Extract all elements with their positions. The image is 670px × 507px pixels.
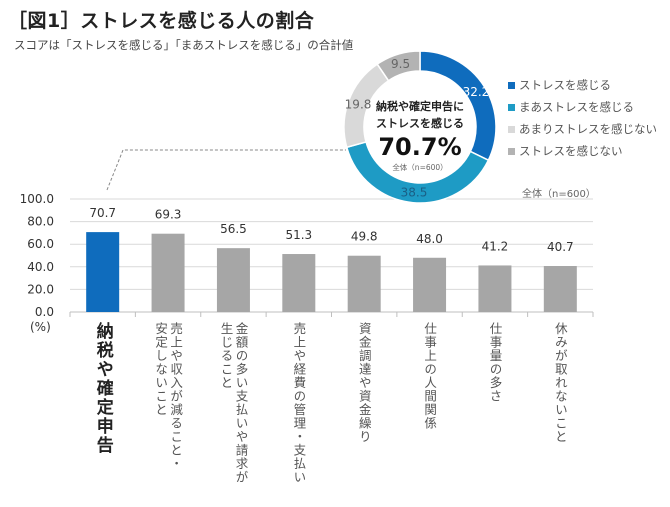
legend-label: あまりストレスを感じない — [519, 122, 657, 136]
donut-value-label: 38.5 — [401, 186, 428, 200]
donut-slice-3 — [376, 50, 421, 82]
figure-title: ［図1］ストレスを感じる人の割合 — [8, 10, 315, 32]
bar-value-label: 70.7 — [89, 206, 116, 220]
legend-item-none: ストレスを感じない — [508, 140, 657, 162]
category-label: 資金調達や資金繰り — [356, 322, 372, 444]
legend-swatch-none — [508, 147, 515, 155]
donut-value-labels: 32.2 38.5 19.8 9.5 — [345, 57, 490, 200]
donut-center-line1: 納税や確定申告に — [376, 100, 464, 113]
donut-legend: ストレスを感じる まあストレスを感じる あまりストレスを感じない ストレスを感じ… — [508, 74, 657, 162]
y-tick-label: 80.0 — [27, 215, 54, 229]
bar-x-axis — [69, 311, 594, 317]
category-label: 売上や経費の管理・支払い — [291, 322, 307, 484]
bar-value-label: 49.8 — [351, 230, 378, 244]
donut-chart — [343, 50, 497, 204]
legend-swatch-moderate — [508, 103, 515, 111]
donut-value-label: 9.5 — [391, 57, 410, 71]
y-tick-label: 100.0 — [20, 192, 54, 206]
bar-2 — [216, 248, 250, 312]
bar-6 — [478, 265, 512, 312]
legend-label: ストレスを感じる — [519, 78, 611, 92]
bar-value-label: 41.2 — [482, 239, 509, 253]
bar-value-label: 51.3 — [285, 228, 312, 242]
bar-value-label: 40.7 — [547, 240, 574, 254]
legend-label: ストレスを感じない — [519, 144, 623, 158]
donut-center-value: 70.7% — [378, 133, 462, 161]
category-label: 売上や収入が減ること・ 安定しないこと — [153, 322, 184, 471]
donut-center-line2: ストレスを感じる — [376, 117, 464, 130]
donut-value-label: 19.8 — [345, 97, 372, 111]
y-tick-label: 60.0 — [27, 237, 54, 251]
bar-grid — [70, 198, 593, 290]
y-tick-label: 20.0 — [27, 282, 54, 296]
bar-series — [86, 232, 577, 312]
bar-7 — [543, 266, 577, 312]
bar-value-labels: 70.7 69.3 56.5 51.3 49.8 48.0 41.2 40.7 — [89, 206, 573, 254]
category-label: 金額の多い支払いや請求が 生じること — [218, 322, 249, 484]
figure-subtitle: スコアは「ストレスを感じる」「まあストレスを感じる」の合計値 — [14, 38, 354, 52]
bar-5 — [413, 257, 447, 312]
bar-y-ticks: 100.0 80.0 60.0 40.0 20.0 0.0 — [20, 192, 54, 319]
bar-0 — [86, 232, 120, 312]
donut-center-note: 全体（n=600） — [392, 163, 448, 172]
legend-swatch-little — [508, 125, 515, 133]
category-label: 仕事上の人間関係 — [422, 322, 438, 430]
bar-3 — [282, 254, 316, 312]
y-axis-unit: (%) — [30, 320, 51, 334]
donut-hole — [364, 71, 476, 183]
legend-item-little: あまりストレスを感じない — [508, 118, 657, 140]
category-label: 納税や確定申告 — [92, 322, 113, 455]
donut-value-label: 32.2 — [463, 85, 490, 99]
legend-label: まあストレスを感じる — [519, 100, 634, 114]
category-label: 休みが取れないこと — [552, 322, 568, 444]
bar-value-label: 69.3 — [155, 208, 182, 222]
y-tick-label: 0.0 — [35, 305, 54, 319]
donut-center-label: 納税や確定申告に ストレスを感じる 70.7% 全体（n=600） — [360, 98, 480, 173]
bar-4 — [347, 255, 381, 312]
y-tick-label: 40.0 — [27, 260, 54, 274]
category-label: 仕事量の多さ — [487, 322, 503, 403]
bar-sample-note: 全体（n=600） — [522, 189, 596, 200]
legend-item-moderate: まあストレスを感じる — [508, 96, 657, 118]
bar-1 — [151, 233, 185, 312]
legend-swatch-strong — [508, 81, 515, 89]
bar-value-label: 48.0 — [416, 232, 443, 246]
legend-item-strong: ストレスを感じる — [508, 74, 657, 96]
callout-connector — [106, 149, 346, 191]
bar-value-label: 56.5 — [220, 222, 247, 236]
